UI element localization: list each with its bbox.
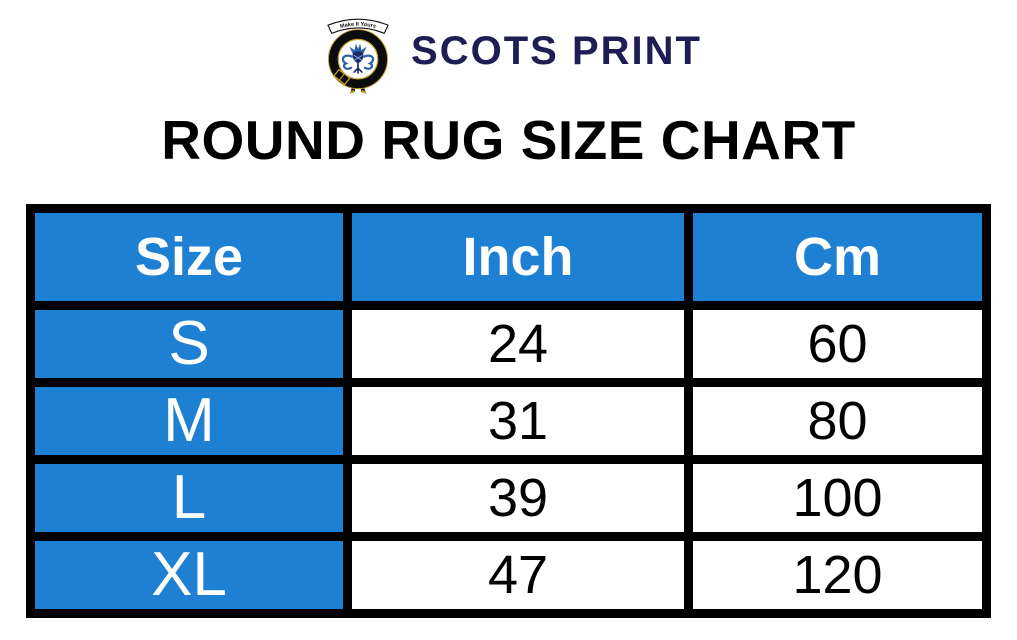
- cm-cell: 100: [693, 463, 982, 532]
- inch-cell: 31: [352, 386, 684, 455]
- svg-text:Make It Yours: Make It Yours: [340, 22, 377, 30]
- cm-cell: 120: [693, 540, 982, 609]
- table-row: S 24 60: [35, 309, 982, 378]
- buckle-icon: [333, 68, 351, 86]
- table-row: L 39 100: [35, 463, 982, 532]
- table-row: XL 47 120: [35, 540, 982, 609]
- column-header-inch: Inch: [352, 212, 684, 301]
- size-cell: M: [35, 386, 343, 455]
- page-title: ROUND RUG SIZE CHART: [161, 109, 856, 171]
- inch-cell: 39: [352, 463, 684, 532]
- cm-cell: 80: [693, 386, 982, 455]
- inch-cell: 24: [352, 309, 684, 378]
- brand-header: Make It Yours SCOTS PRINT: [0, 0, 1017, 97]
- column-header-size: Size: [35, 212, 343, 301]
- table-row: M 31 80: [35, 386, 982, 455]
- size-cell: L: [35, 463, 343, 532]
- thistle-crest-icon: Make It Yours: [327, 18, 389, 94]
- cm-cell: 60: [693, 309, 982, 378]
- inch-cell: 47: [352, 540, 684, 609]
- thistle-icon: [341, 43, 375, 74]
- size-cell: XL: [35, 540, 343, 609]
- size-cell: S: [35, 309, 343, 378]
- size-chart-table: Size Inch Cm S 24 60 M 31 80 L 39 100 XL…: [26, 203, 991, 618]
- header-row: Size Inch Cm: [35, 212, 982, 301]
- crest-motto: Make It Yours: [340, 22, 377, 30]
- column-header-cm: Cm: [693, 212, 982, 301]
- brand-name: SCOTS PRINT: [411, 29, 702, 73]
